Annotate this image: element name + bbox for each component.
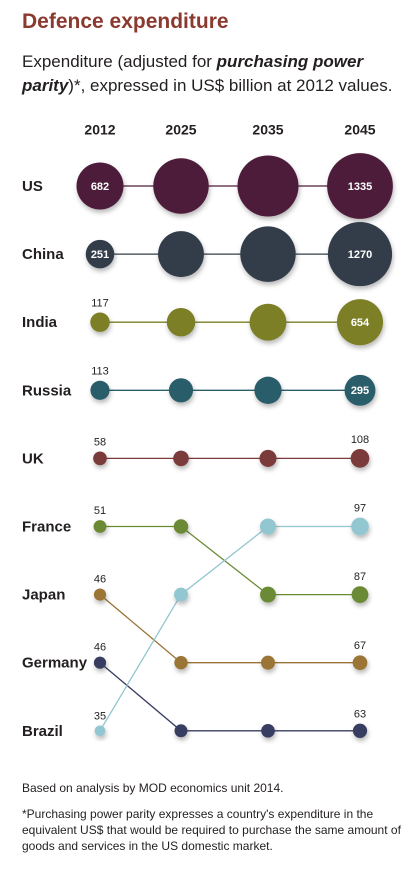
- bubble: [254, 376, 282, 404]
- bubble: [94, 725, 106, 737]
- bubble: [260, 586, 276, 603]
- value-label: 46: [94, 573, 106, 585]
- column-label: 2012: [84, 122, 115, 138]
- connector-line: [99, 662, 360, 732]
- bubble: [336, 299, 384, 346]
- value-label: 87: [354, 571, 366, 583]
- value-label: 295: [351, 385, 369, 397]
- value-label: 46: [94, 642, 106, 654]
- row-label: India: [22, 314, 58, 331]
- bubble: [93, 656, 107, 669]
- value-label: 97: [354, 503, 366, 515]
- bubble: [76, 162, 124, 210]
- bubble: [93, 520, 107, 533]
- bubble: [90, 312, 110, 332]
- value-label: 63: [354, 709, 366, 721]
- value-label: 251: [91, 249, 109, 261]
- bubble: [344, 374, 376, 406]
- value-label: 682: [91, 181, 109, 193]
- value-label: 51: [94, 505, 106, 517]
- bubble: [174, 656, 188, 670]
- connector-line: [99, 525, 360, 732]
- bubble: [350, 449, 370, 468]
- bubble: [352, 723, 368, 738]
- connector-line: [99, 594, 360, 664]
- subtitle: Expenditure (adjusted for purchasing pow…: [22, 50, 402, 98]
- footnote: *Purchasing power parity expresses a cou…: [22, 807, 401, 853]
- bubble: [327, 153, 393, 219]
- value-label: 67: [354, 640, 366, 652]
- value-label: 35: [94, 710, 106, 722]
- row-label: US: [22, 178, 43, 195]
- value-label: 1270: [348, 249, 372, 261]
- bubble: [174, 587, 188, 602]
- bubble: [237, 155, 299, 217]
- connector-line: [100, 525, 360, 596]
- bubble: [93, 588, 107, 601]
- row-label: Japan: [22, 587, 65, 604]
- value-label: 117: [91, 297, 109, 309]
- bubble: [93, 451, 107, 466]
- bubble: [259, 518, 277, 535]
- value-label: 108: [351, 434, 369, 446]
- bubble: [173, 519, 189, 534]
- column-label: 2045: [344, 122, 375, 138]
- bubble: [168, 378, 194, 403]
- value-label: 654: [351, 317, 370, 329]
- row-label: Germany: [22, 655, 88, 672]
- chart: 682 1335 251 1270 117 654 113 295 58 108 51 87 46 67 4…: [22, 122, 393, 740]
- subtitle-text: Expenditure (adjusted for: [22, 52, 217, 71]
- value-label: 58: [94, 436, 106, 448]
- bubble: [352, 655, 368, 671]
- bubble: [351, 586, 369, 603]
- source-note: Based on analysis by MOD economics unit …: [22, 781, 284, 795]
- value-label: 1335: [348, 181, 372, 193]
- bubble: [90, 380, 110, 400]
- bubble: [259, 449, 277, 467]
- title: Defence expenditure: [22, 10, 229, 33]
- subtitle-emphasis: purchasing power parity: [22, 52, 364, 95]
- row-label: Russia: [22, 382, 72, 399]
- subtitle-text: )*, expressed in US$ billion at 2012 val…: [68, 76, 393, 95]
- row-label: France: [22, 518, 71, 535]
- row-label: UK: [22, 450, 44, 467]
- column-label: 2035: [252, 122, 283, 138]
- bubble: [351, 517, 369, 536]
- bubble: [153, 158, 209, 214]
- bubble: [240, 226, 296, 282]
- bubble: [158, 231, 204, 278]
- row-label: Brazil: [22, 723, 63, 740]
- bubble: [249, 303, 287, 341]
- bubble: [327, 222, 393, 287]
- bubble: [261, 723, 275, 738]
- bubble: [166, 307, 196, 337]
- bubble: [174, 724, 188, 738]
- bubble: [260, 655, 276, 670]
- value-label: 113: [91, 366, 109, 378]
- column-label: 2025: [165, 122, 196, 138]
- row-label: China: [22, 246, 64, 263]
- bubble: [85, 239, 115, 269]
- bubble: [173, 450, 189, 467]
